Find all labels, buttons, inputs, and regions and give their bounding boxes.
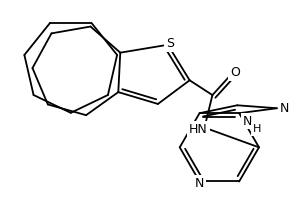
Text: O: O [230,66,240,79]
Text: N: N [195,177,204,190]
Text: H: H [253,124,261,134]
Text: N: N [280,102,289,115]
Text: S: S [166,37,174,50]
Text: HN: HN [189,123,208,136]
Text: N: N [242,115,252,128]
